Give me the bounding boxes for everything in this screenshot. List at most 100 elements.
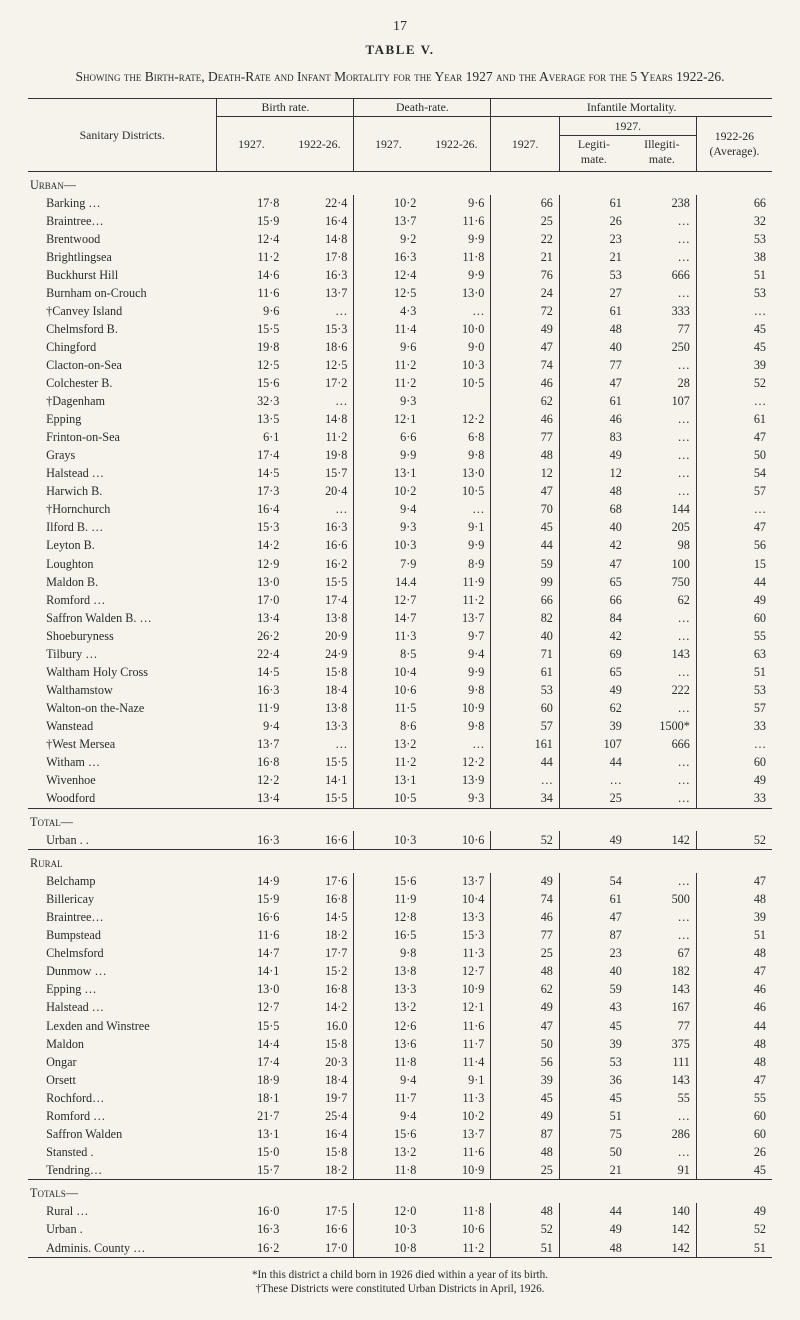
cell-avg: 48	[696, 1035, 772, 1053]
row-name: Barking …	[28, 195, 217, 213]
table-row: Rochford…18·119·711·711·345455555	[28, 1089, 772, 1107]
cell-birth-2226: 20·3	[285, 1053, 354, 1071]
row-name: Chelmsford	[28, 945, 217, 963]
table-row: Urban .16·316·610·310·6524914252	[28, 1221, 772, 1239]
row-name: Rochford…	[28, 1089, 217, 1107]
cell-death-1927: 11·9	[354, 891, 422, 909]
cell-illegit: 142	[628, 1239, 696, 1258]
cell-birth-1927: 13·4	[217, 609, 285, 627]
footnotes: *In this district a child born in 1926 d…	[28, 1268, 772, 1296]
cell-death-2226: 10·3	[422, 357, 491, 375]
cell-birth-2226: 15·5	[285, 790, 354, 809]
section-heading: Totals—	[28, 1180, 772, 1203]
cell-birth-1927: 16·8	[217, 753, 285, 771]
cell-death-1927: 14·7	[354, 609, 422, 627]
cell-infant-1927: 22	[491, 231, 559, 249]
cell-birth-2226: 19·7	[285, 1089, 354, 1107]
cell-infant-1927: 66	[491, 591, 559, 609]
cell-infant-1927: 45	[491, 1089, 559, 1107]
cell-death-2226: 10·0	[422, 321, 491, 339]
cell-death-2226	[422, 393, 491, 411]
cell-birth-1927: 12·4	[217, 231, 285, 249]
cell-infant-1927: 47	[491, 1017, 559, 1035]
cell-birth-1927: 13·5	[217, 411, 285, 429]
cell-legit: 27	[559, 285, 627, 303]
cell-death-2226: …	[422, 303, 491, 321]
cell-death-2226: 12·2	[422, 753, 491, 771]
cell-birth-2226: 16.0	[285, 1017, 354, 1035]
cell-avg: 55	[696, 627, 772, 645]
table-row: †Hornchurch16·4…9·4…7068144…	[28, 501, 772, 519]
mortality-table: Sanitary Districts. Birth rate. Death-ra…	[28, 98, 772, 1258]
cell-death-1927: 11·5	[354, 699, 422, 717]
cell-birth-1927: 15·3	[217, 519, 285, 537]
row-name: Frinton-on-Sea	[28, 429, 217, 447]
cell-death-2226: 10·5	[422, 483, 491, 501]
cell-birth-1927: 32·3	[217, 393, 285, 411]
cell-avg: 50	[696, 447, 772, 465]
cell-death-1927: 16·3	[354, 249, 422, 267]
cell-death-2226: 11·7	[422, 1035, 491, 1053]
table-row: Loughton12·916·27·98·9594710015	[28, 555, 772, 573]
cell-avg: 45	[696, 321, 772, 339]
row-name: Braintree…	[28, 909, 217, 927]
cell-infant-1927: 53	[491, 681, 559, 699]
cell-infant-1927: 46	[491, 411, 559, 429]
cell-birth-1927: 18·9	[217, 1071, 285, 1089]
cell-death-1927: 13·3	[354, 981, 422, 999]
cell-avg: 45	[696, 1161, 772, 1180]
cell-illegit: 167	[628, 999, 696, 1017]
cell-legit: 40	[559, 519, 627, 537]
cell-illegit: …	[628, 753, 696, 771]
cell-birth-1927: 17·4	[217, 1053, 285, 1071]
cell-birth-1927: 11·6	[217, 285, 285, 303]
cell-avg: …	[696, 303, 772, 321]
cell-birth-2226: 15·7	[285, 465, 354, 483]
cell-birth-1927: 12·9	[217, 555, 285, 573]
cell-birth-2226: 16·3	[285, 519, 354, 537]
cell-illegit: 143	[628, 1071, 696, 1089]
cell-death-2226: 10·6	[422, 1221, 491, 1239]
cell-death-2226: 11·2	[422, 591, 491, 609]
row-name: Burnham on-Crouch	[28, 285, 217, 303]
cell-illegit: 55	[628, 1089, 696, 1107]
cell-birth-2226: 11·2	[285, 429, 354, 447]
cell-death-1927: 10·3	[354, 1221, 422, 1239]
row-name: Waltham Holy Cross	[28, 663, 217, 681]
cell-death-2226: 6·8	[422, 429, 491, 447]
row-name: Adminis. County …	[28, 1239, 217, 1258]
cell-illegit: …	[628, 772, 696, 790]
cell-illegit: 750	[628, 573, 696, 591]
cell-legit: 12	[559, 465, 627, 483]
cell-birth-2226: …	[285, 501, 354, 519]
cell-birth-1927: 14·9	[217, 873, 285, 891]
cell-birth-1927: 16·0	[217, 1203, 285, 1221]
row-name: Chingford	[28, 339, 217, 357]
cell-death-2226: 9·1	[422, 1071, 491, 1089]
cell-death-2226: 9·7	[422, 627, 491, 645]
cell-death-2226: 11·2	[422, 1239, 491, 1258]
row-name: Buckhurst Hill	[28, 267, 217, 285]
cell-legit: 21	[559, 249, 627, 267]
cell-legit: 45	[559, 1017, 627, 1035]
cell-infant-1927: 50	[491, 1035, 559, 1053]
cell-birth-1927: 15·7	[217, 1161, 285, 1180]
cell-infant-1927: 56	[491, 1053, 559, 1071]
cell-death-2226: 9·1	[422, 519, 491, 537]
cell-death-2226: 8·9	[422, 555, 491, 573]
table-row: Wanstead9·413·38·69·857391500*33	[28, 717, 772, 735]
cell-infant-1927: 24	[491, 285, 559, 303]
table-row: Brentwood12·414·89·29·92223…53	[28, 231, 772, 249]
cell-illegit: 666	[628, 267, 696, 285]
table-row: Orsett18·918·49·49·1393614347	[28, 1071, 772, 1089]
cell-illegit: 111	[628, 1053, 696, 1071]
cell-legit: 23	[559, 231, 627, 249]
cell-illegit: 28	[628, 375, 696, 393]
cell-illegit: 107	[628, 393, 696, 411]
hdr-death: Death-rate.	[354, 98, 491, 117]
cell-illegit: 143	[628, 645, 696, 663]
cell-avg: 63	[696, 645, 772, 663]
cell-birth-1927: 15·6	[217, 375, 285, 393]
hdr-birth: Birth rate.	[217, 98, 354, 117]
cell-death-1927: 10·5	[354, 790, 422, 809]
